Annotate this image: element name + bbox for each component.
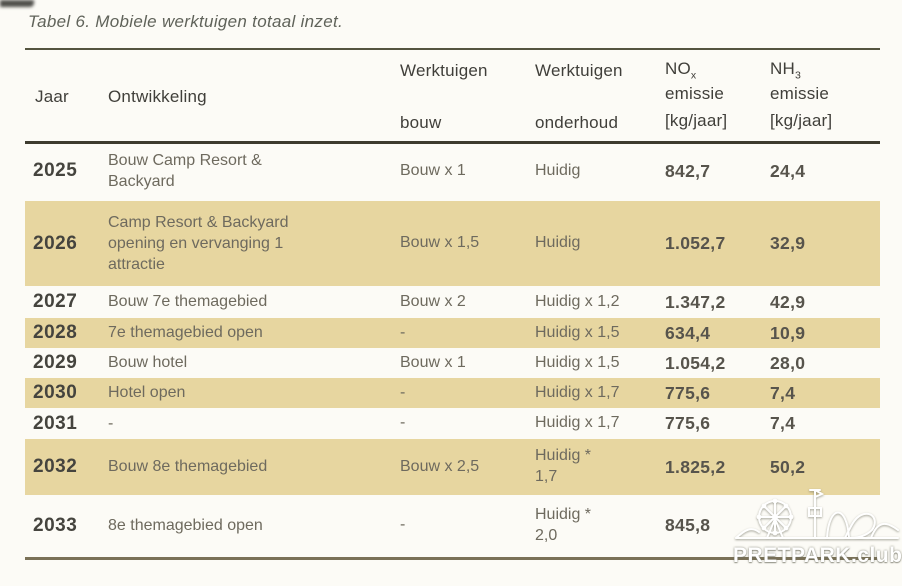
cell-werktuigen-onderhoud: Huidig * 2,0 (535, 505, 592, 544)
cell-jaar: 2030 (33, 382, 78, 403)
cell-werktuigen-onderhoud: Huidig x 1,2 (535, 292, 620, 310)
cell-ontwikkeling: 8e themagebied open (108, 516, 263, 534)
header-nh3-base: NH (770, 59, 795, 78)
cell-nox-emissie: 842,7 (665, 160, 711, 181)
table-caption: Tabel 6. Mobiele werktuigen totaal inzet… (28, 12, 344, 31)
header-jaar-label: Jaar (35, 86, 69, 106)
cell-nh3-emissie: 7,4 (770, 413, 796, 433)
cell-ontwikkeling: 7e themagebied open (108, 324, 263, 342)
header-nh3-unit: [kg/jaar] (770, 111, 833, 131)
cell-nox-emissie: 1.347,2 (665, 291, 726, 312)
cell-jaar: 2033 (33, 514, 78, 536)
cell-werktuigen-onderhoud: Huidig x 1,7 (535, 414, 620, 432)
cell-nh3-emissie: 50,2 (770, 456, 806, 477)
cell-jaar: 2027 (33, 291, 78, 312)
header-werktuigen-bouw-line2: bouw (400, 113, 442, 132)
scan-artifact (0, 0, 34, 7)
cell-werktuigen-bouw: - (400, 323, 406, 341)
header-nh3-lines: NH3 emissie (770, 58, 880, 106)
emissions-table: Jaar Ontwikkeling Werktuigen bouw Werktu… (25, 52, 880, 556)
header-jaar: Jaar (25, 52, 108, 141)
cell-werktuigen-onderhoud: Huidig x 1,5 (535, 353, 620, 371)
cell-werktuigen-bouw: - (400, 414, 406, 432)
header-werktuigen-onderhoud: Werktuigen onderhoud (535, 52, 665, 141)
header-divider (25, 141, 880, 144)
cell-ontwikkeling: Bouw 7e themagebied (108, 293, 268, 311)
table-row: 2026 Camp Resort & Backyard opening en ve… (25, 201, 880, 286)
cell-werktuigen-bouw: Bouw x 2 (400, 292, 466, 310)
cell-werktuigen-onderhoud: Huidig * 1,7 (535, 447, 592, 485)
cell-werktuigen-bouw: Bouw x 1 (400, 161, 466, 179)
cell-nox-emissie: 1.054,2 (665, 352, 726, 373)
cell-werktuigen-bouw: - (400, 383, 406, 401)
header-nox-lines: NOx emissie (665, 58, 770, 106)
cell-werktuigen-bouw: Bouw x 1,5 (400, 234, 480, 252)
cell-nh3-emissie: 42,9 (770, 291, 806, 312)
header-werktuigen-bouw: Werktuigen bouw (400, 52, 535, 141)
cell-jaar: 2025 (33, 160, 78, 181)
header-ontwikkeling: Ontwikkeling (108, 52, 400, 141)
header-nox-unit: [kg/jaar] (665, 111, 728, 131)
cell-jaar: 2026 (33, 232, 78, 254)
cell-jaar: 2032 (33, 456, 78, 477)
table-row: 2029 Bouw hotel Bouw x 1 Huidig x 1,5 1.054,… (25, 348, 880, 378)
cell-nox-emissie: 1.825,2 (665, 456, 726, 477)
cell-ontwikkeling: Camp Resort & Backyard opening en vervan… (108, 213, 289, 274)
cell-nh3-emissie: 10,9 (770, 322, 806, 343)
cell-nh3-emissie: 28,0 (770, 352, 806, 373)
cell-ontwikkeling: Bouw Camp Resort & Backyard (108, 151, 262, 190)
cell-jaar: 2029 (33, 352, 78, 373)
table-row: 2033 8e themagebied open - Huidig * 2,0 845,… (25, 495, 880, 556)
table-header-row: Jaar Ontwikkeling Werktuigen bouw Werktu… (25, 52, 880, 141)
cell-nh3-emissie: 7,4 (770, 382, 796, 403)
cell-nox-emissie: 634,4 (665, 322, 711, 343)
header-nox-sub: x (690, 69, 697, 82)
title-divider (25, 48, 880, 50)
cell-werktuigen-onderhoud: Huidig x 1,5 (535, 323, 620, 341)
cell-werktuigen-bouw: - (400, 516, 406, 534)
table-row: 2030 Hotel open - Huidig x 1,7 775,6 7,4 (25, 378, 880, 408)
header-nh3-emissie-word: emissie (770, 83, 830, 103)
cell-jaar: 2031 (33, 412, 78, 434)
cell-ontwikkeling: Hotel open (108, 384, 186, 402)
header-nox-emissie-word: emissie (665, 83, 725, 103)
cell-werktuigen-bouw: Bouw x 1 (400, 353, 466, 371)
cell-ontwikkeling: Bouw 8e themagebied (108, 458, 268, 476)
cell-nh3-emissie: 32,9 (770, 233, 806, 253)
cell-werktuigen-onderhoud: Huidig x 1,7 (535, 383, 620, 401)
cell-nox-emissie: 775,6 (665, 382, 711, 403)
table-rows: 2025 Bouw Camp Resort & Backyard Bouw x 1 H… (25, 141, 880, 556)
header-nox-base: NO (665, 59, 691, 78)
cell-ontwikkeling: - (108, 414, 114, 432)
cell-nox-emissie: 775,6 (665, 413, 711, 433)
header-werktuigen-onderhoud-line2: onderhoud (535, 113, 619, 132)
table-bottom-border (25, 557, 880, 560)
cell-ontwikkeling: Bouw hotel (108, 354, 188, 372)
header-nh3-emissie: NH3 emissie [kg/jaar] (770, 52, 880, 141)
header-ontwikkeling-label: Ontwikkeling (108, 86, 207, 106)
cell-jaar: 2028 (33, 322, 78, 343)
cell-nox-emissie: 845,8 (665, 515, 711, 535)
table-row: 2028 7e themagebied open - Huidig x 1,5 634,… (25, 318, 880, 348)
cell-werktuigen-onderhoud: Huidig (535, 161, 581, 179)
header-werktuigen-onderhoud-line1: Werktuigen (535, 61, 623, 80)
cell-nox-emissie: 1.052,7 (665, 233, 726, 253)
header-werktuigen-bouw-line1: Werktuigen (400, 61, 488, 80)
table-row: 2027 Bouw 7e themagebied Bouw x 2 Huidig x … (25, 286, 880, 318)
cell-werktuigen-bouw: Bouw x 2,5 (400, 457, 480, 475)
cell-werktuigen-onderhoud: Huidig (535, 234, 581, 252)
cell-nh3-emissie: 24,4 (770, 160, 806, 181)
table-row: 2031 - - Huidig x 1,7 775,6 7,4 (25, 408, 880, 439)
table-row: 2025 Bouw Camp Resort & Backyard Bouw x 1 H… (25, 141, 880, 201)
header-nh3-sub: 3 (794, 69, 802, 82)
table-row: 2032 Bouw 8e themagebied Bouw x 2,5 Huidig … (25, 439, 880, 495)
header-nox-emissie: NOx emissie [kg/jaar] (665, 52, 770, 141)
